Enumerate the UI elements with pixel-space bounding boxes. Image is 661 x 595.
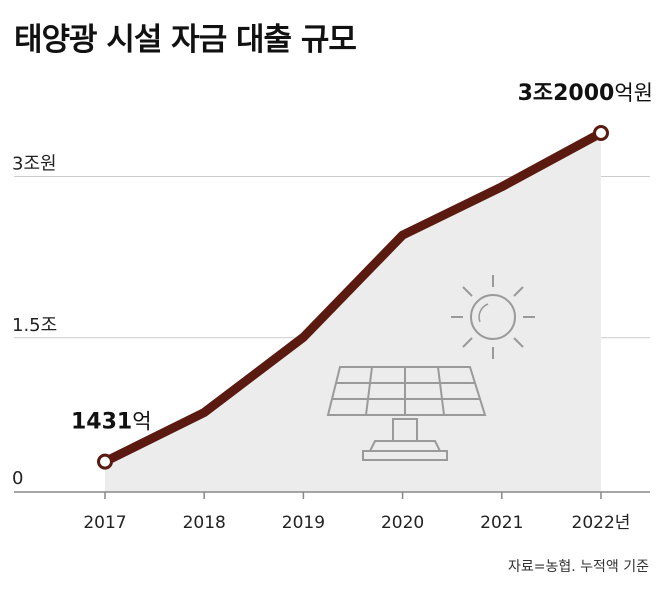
page-title: 태양광 시설 자금 대출 규모 (14, 22, 357, 58)
y-tick-labels: 0 1.5조 3조원 (12, 154, 57, 490)
data-label-unit: 억원 (614, 81, 653, 105)
data-label-value: 3조2000 (518, 81, 615, 106)
x-tick-label: 2018 (183, 513, 226, 533)
solar-illustration (326, 275, 535, 461)
data-label: 3조2000억원 (518, 81, 653, 106)
x-tick-label: 2020 (381, 513, 424, 533)
area-fill (105, 133, 601, 492)
y-tick-label: 3조원 (12, 154, 57, 175)
x-tick-label: 2017 (83, 513, 126, 533)
data-label: 1431억 (71, 410, 152, 435)
source-note: 자료=농협. 누적액 기준 (507, 559, 649, 575)
x-tick-label: 2021 (480, 513, 523, 533)
sun-icon (451, 275, 535, 359)
data-point (97, 453, 113, 470)
data-points (97, 125, 609, 470)
data-labels: 1431억 3조2000억원 (71, 81, 653, 435)
x-tick-label: 2022년 (572, 513, 631, 533)
data-point (593, 125, 609, 141)
x-tick-label: 2019 (282, 513, 325, 533)
data-label-value: 1431 (71, 410, 132, 435)
data-label-unit: 억 (132, 410, 151, 434)
y-tick-label: 1.5조 (12, 315, 57, 336)
solar-panel-icon (326, 366, 487, 461)
x-ticks: 2017 2018 2019 2020 2021 2022년 (83, 492, 630, 533)
series-line (100, 128, 606, 467)
y-tick-label: 0 (12, 468, 23, 489)
